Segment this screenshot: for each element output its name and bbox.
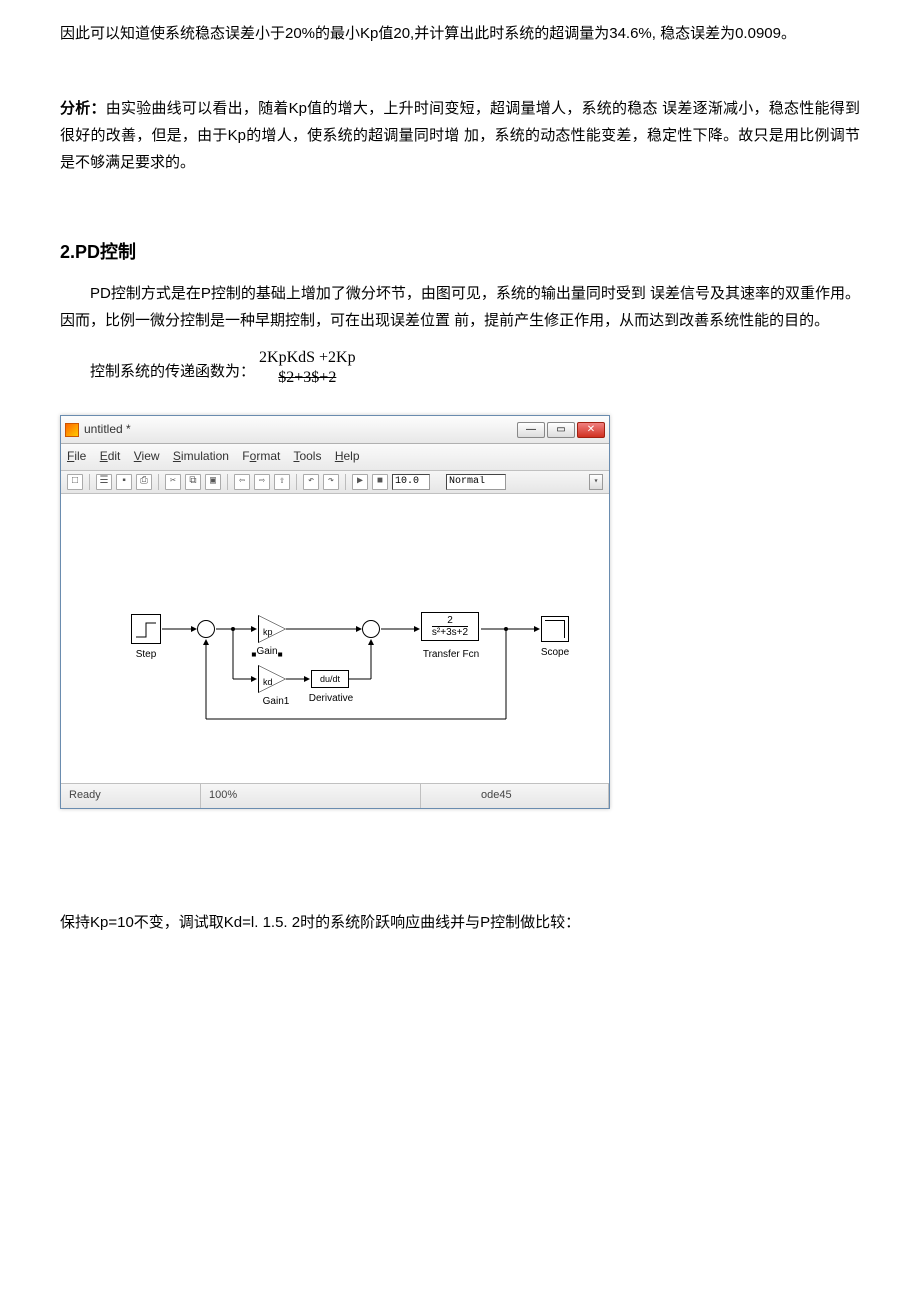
save-icon[interactable]: ▪ bbox=[116, 474, 132, 490]
statusbar: Ready 100% ode45 bbox=[61, 784, 609, 808]
derivative-label: Derivative bbox=[301, 690, 361, 708]
up-icon[interactable]: ⇧ bbox=[274, 474, 290, 490]
toolbar-dropdown[interactable]: ▾ bbox=[589, 474, 603, 490]
sum1-block[interactable] bbox=[197, 620, 215, 638]
gain-kp-text: kp bbox=[263, 624, 273, 640]
undo-icon[interactable]: ↶ bbox=[303, 474, 319, 490]
minimize-button[interactable]: — bbox=[517, 422, 545, 438]
formula-prefix: 控制系统的传递函数为： bbox=[60, 358, 255, 385]
gain-kd-text: kd bbox=[263, 674, 273, 690]
start-sim-icon[interactable]: ▶ bbox=[352, 474, 368, 490]
analysis-label: 分析： bbox=[60, 100, 106, 117]
window-titlebar[interactable]: untitled * — ▭ ✕ bbox=[61, 416, 609, 445]
sum2-block[interactable] bbox=[362, 620, 380, 638]
window-title: untitled * bbox=[84, 419, 517, 441]
scope-label: Scope bbox=[525, 644, 585, 662]
step-label: Step bbox=[116, 646, 176, 664]
transfer-fcn-label: Transfer Fcn bbox=[419, 646, 483, 664]
menu-help[interactable]: Help bbox=[335, 449, 360, 463]
simulink-window: untitled * — ▭ ✕ File Edit View Simulati… bbox=[60, 415, 610, 809]
redo-icon[interactable]: ↷ bbox=[323, 474, 339, 490]
transfer-fcn-block[interactable]: 2 s²+3s+2 bbox=[421, 612, 479, 641]
formula-numerator: 2KpKdS +2Kp bbox=[259, 348, 356, 367]
open-icon[interactable]: ☰ bbox=[96, 474, 112, 490]
cut-icon[interactable]: ✂ bbox=[165, 474, 181, 490]
menu-edit[interactable]: Edit bbox=[100, 449, 121, 463]
status-zoom: 100% bbox=[201, 784, 421, 808]
menu-tools[interactable]: Tools bbox=[293, 449, 321, 463]
status-ready: Ready bbox=[61, 784, 201, 808]
menu-simulation[interactable]: Simulation bbox=[173, 449, 229, 463]
tf-denominator: s²+3s+2 bbox=[432, 626, 468, 638]
toolbar: □ ☰ ▪ ⎙ ✂ ⧉ ▣ ⇦ ⇨ ⇧ ↶ ↷ ▶ ■ ▾ bbox=[61, 471, 609, 494]
derivative-block[interactable]: du/dt bbox=[311, 670, 349, 688]
forward-icon[interactable]: ⇨ bbox=[254, 474, 270, 490]
paragraph-pd: PD控制方式是在P控制的基础上增加了微分坏节，由图可见，系统的输出量同时受到 误… bbox=[60, 280, 860, 334]
step-block[interactable] bbox=[131, 614, 161, 644]
close-button[interactable]: ✕ bbox=[577, 422, 605, 438]
simulink-app-icon bbox=[65, 423, 79, 437]
section-title-pd: 2.PD控制 bbox=[60, 236, 860, 268]
model-canvas[interactable]: Step kp ■Gain■ kd Gain1 du/dt Derivative… bbox=[61, 494, 609, 784]
formula-denominator: $2+3$+2 bbox=[278, 368, 336, 387]
gain-kp-label: ■Gain■ bbox=[242, 643, 292, 662]
stop-sim-icon[interactable]: ■ bbox=[372, 474, 388, 490]
stop-time-input[interactable] bbox=[392, 474, 430, 490]
maximize-button[interactable]: ▭ bbox=[547, 422, 575, 438]
menu-view[interactable]: View bbox=[134, 449, 160, 463]
menubar: File Edit View Simulation Format Tools H… bbox=[61, 444, 609, 471]
back-icon[interactable]: ⇦ bbox=[234, 474, 250, 490]
paste-icon[interactable]: ▣ bbox=[205, 474, 221, 490]
print-icon[interactable]: ⎙ bbox=[136, 474, 152, 490]
sim-mode-select[interactable] bbox=[446, 474, 506, 490]
menu-format[interactable]: Format bbox=[242, 449, 280, 463]
status-solver: ode45 bbox=[421, 784, 609, 808]
copy-icon[interactable]: ⧉ bbox=[185, 474, 201, 490]
scope-block[interactable] bbox=[541, 616, 569, 642]
transfer-function-formula: 2KpKdS +2Kp $2+3$+2 bbox=[259, 348, 356, 386]
paragraph-intro: 因此可以知道使系统稳态误差小于20%的最小Kp值20,并计算出此时系统的超调量为… bbox=[60, 20, 860, 47]
new-icon[interactable]: □ bbox=[67, 474, 83, 490]
menu-file[interactable]: File bbox=[67, 449, 86, 463]
gain-kd-label: Gain1 bbox=[246, 693, 306, 711]
paragraph-experiment: 保持Kp=10不变，调试取Kd=l. 1.5. 2时的系统阶跃响应曲线并与P控制… bbox=[60, 909, 860, 936]
tf-numerator: 2 bbox=[447, 615, 453, 626]
paragraph-analysis: 分析：由实验曲线可以看出，随着Kp值的增大，上升时间变短，超调量增人，系统的稳态… bbox=[60, 95, 860, 176]
analysis-body: 由实验曲线可以看出，随着Kp值的增大，上升时间变短，超调量增人，系统的稳态 误差… bbox=[60, 100, 860, 171]
